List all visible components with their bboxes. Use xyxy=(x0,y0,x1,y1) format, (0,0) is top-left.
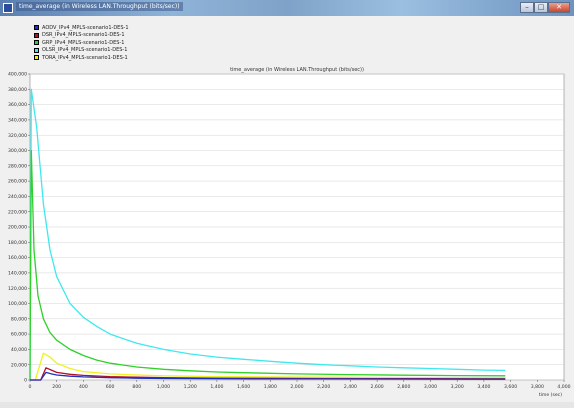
legend-item: OLSR_IPv4_MPLS-scenario1-DES-1 xyxy=(34,47,129,54)
x-tick-label: 3,600 xyxy=(504,384,517,390)
x-tick-label: 0 xyxy=(29,384,32,390)
x-tick-label: 200 xyxy=(52,384,61,390)
x-tick-label: 3,800 xyxy=(531,384,544,390)
x-tick-label: 800 xyxy=(132,384,141,390)
x-tick-label: 2,200 xyxy=(317,384,330,390)
legend-label: AODV_IPv4_MPLS-scenario1-DES-1 xyxy=(42,24,129,31)
x-tick-label: 3,400 xyxy=(477,384,490,390)
window-titlebar[interactable]: time_average (in Wireless LAN.Throughput… xyxy=(0,0,574,16)
y-tick-label: 340,000 xyxy=(8,118,27,124)
legend-item: GRP_IPv4_MPLS-scenario1-DES-1 xyxy=(34,39,129,46)
legend-item: TORA_IPv4_MPLS-scenario1-DES-1 xyxy=(34,54,129,61)
y-tick-label: 120,000 xyxy=(8,286,27,292)
x-tick-label: 2,800 xyxy=(397,384,410,390)
series-line xyxy=(30,352,506,381)
y-tick-label: 220,000 xyxy=(8,209,27,215)
y-tick-label: 400,000 xyxy=(8,72,27,78)
chart-legend: AODV_IPv4_MPLS-scenario1-DES-1 DSR_IPv4_M… xyxy=(34,24,129,62)
x-tick-label: 2,000 xyxy=(290,384,303,390)
series-line xyxy=(30,371,506,381)
legend-label: TORA_IPv4_MPLS-scenario1-DES-1 xyxy=(42,54,128,61)
close-button[interactable]: ✕ xyxy=(548,2,570,13)
window-title: time_average (in Wireless LAN.Throughput… xyxy=(16,2,183,11)
legend-swatch xyxy=(34,25,39,30)
y-tick-label: 60,000 xyxy=(11,332,27,338)
legend-item: DSR_IPv4_MPLS-scenario1-DES-1 xyxy=(34,32,129,39)
x-tick-label: 2,600 xyxy=(371,384,384,390)
x-tick-label: 3,200 xyxy=(451,384,464,390)
x-tick-label: 1,000 xyxy=(157,384,170,390)
maximize-button[interactable]: □ xyxy=(534,2,548,13)
y-tick-label: 160,000 xyxy=(8,255,27,261)
y-tick-label: 320,000 xyxy=(8,133,27,139)
series-line xyxy=(29,149,506,381)
x-tick-label: 1,400 xyxy=(210,384,223,390)
y-tick-label: 280,000 xyxy=(8,163,27,169)
legend-label: GRP_IPv4_MPLS-scenario1-DES-1 xyxy=(42,39,125,46)
x-axis-label: time (sec) xyxy=(539,392,562,398)
y-tick-label: 360,000 xyxy=(8,102,27,108)
y-tick-label: 300,000 xyxy=(8,148,27,154)
x-tick-label: 2,400 xyxy=(344,384,357,390)
chart-title: time_average (in Wireless LAN.Throughput… xyxy=(230,67,364,73)
app-icon xyxy=(3,3,13,13)
legend-label: DSR_IPv4_MPLS-scenario1-DES-1 xyxy=(42,32,125,38)
x-tick-label: 1,200 xyxy=(184,384,197,390)
y-tick-label: 100,000 xyxy=(8,301,27,307)
y-tick-label: 80,000 xyxy=(11,316,27,322)
legend-label: OLSR_IPv4_MPLS-scenario1-DES-1 xyxy=(42,47,128,53)
x-tick-label: 4,000 xyxy=(557,384,570,390)
x-tick-label: 3,000 xyxy=(424,384,437,390)
y-tick-label: 200,000 xyxy=(8,225,27,231)
x-tick-label: 1,600 xyxy=(237,384,250,390)
legend-swatch xyxy=(34,32,39,38)
legend-swatch xyxy=(34,47,39,53)
x-tick-label: 400 xyxy=(79,384,88,390)
window-controls: – □ ✕ xyxy=(520,2,570,13)
y-tick-label: 140,000 xyxy=(8,271,27,277)
y-tick-label: 0 xyxy=(24,378,27,384)
y-tick-label: 260,000 xyxy=(8,179,27,185)
x-tick-label: 600 xyxy=(106,384,115,390)
series-line xyxy=(29,88,506,381)
status-bar xyxy=(0,402,574,408)
y-tick-label: 40,000 xyxy=(11,347,27,353)
legend-item: AODV_IPv4_MPLS-scenario1-DES-1 xyxy=(34,24,129,31)
y-tick-label: 240,000 xyxy=(8,194,27,200)
minimize-button[interactable]: – xyxy=(520,2,534,13)
legend-swatch xyxy=(34,55,39,60)
legend-swatch xyxy=(34,40,39,45)
y-tick-label: 20,000 xyxy=(11,362,27,368)
x-tick-label: 1,800 xyxy=(264,384,277,390)
y-tick-label: 380,000 xyxy=(8,87,27,93)
y-tick-label: 180,000 xyxy=(8,240,27,246)
